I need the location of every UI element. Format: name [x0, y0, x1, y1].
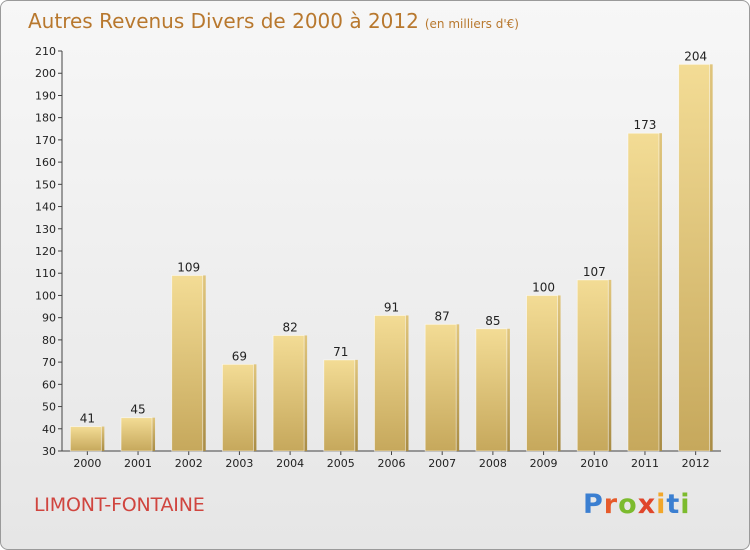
logo-letter: t: [666, 489, 681, 520]
bar: [69, 426, 102, 452]
y-tick-label: 200: [35, 67, 56, 80]
x-tick-label: 2011: [631, 457, 659, 470]
logo-letter: P: [583, 489, 604, 520]
x-tick-label: 2004: [276, 457, 304, 470]
bar: [526, 295, 558, 452]
data-label: 69: [232, 349, 247, 363]
x-tick-label: 2000: [73, 457, 101, 470]
data-label: 87: [435, 309, 450, 323]
bar: [222, 363, 254, 452]
bar-side: [405, 315, 409, 451]
bar: [627, 132, 660, 452]
bar-side: [658, 133, 662, 451]
chart-axes: 30 40 50 60 70 80 90 100 110 120 130 140 150 160 170 18…: [35, 45, 721, 470]
data-label: 85: [485, 314, 500, 328]
chart-title: Autres Revenus Divers de 2000 à 2012 (en …: [28, 9, 519, 33]
y-tick-label: 180: [35, 112, 56, 125]
y-tick-label: 70: [42, 356, 56, 369]
data-label: 100: [532, 280, 555, 294]
x-tick-label: 2003: [225, 457, 253, 470]
bar: [323, 359, 356, 452]
bar: [171, 275, 204, 452]
y-tick-label: 40: [42, 423, 56, 436]
x-tick-label: 2012: [682, 457, 710, 470]
y-tick-label: 160: [35, 156, 56, 169]
y-tick-label: 50: [42, 401, 56, 414]
x-tick-label: 2005: [327, 457, 355, 470]
data-label: 204: [684, 49, 707, 63]
bar-side: [557, 295, 561, 451]
logo-letter: i: [680, 489, 691, 520]
bar-side: [253, 364, 257, 451]
bar-side: [709, 64, 713, 452]
data-label: 71: [333, 345, 348, 359]
y-tick-label: 140: [35, 201, 56, 214]
logo-letter: x: [637, 489, 657, 520]
bar: [120, 417, 153, 452]
location-label: LIMONT-FONTAINE: [34, 494, 205, 516]
data-label: 173: [634, 118, 657, 132]
y-tick-label: 80: [42, 334, 56, 347]
bar: [424, 323, 457, 452]
x-tick-label: 2007: [428, 457, 456, 470]
bar: [374, 315, 406, 452]
data-label: 107: [583, 265, 606, 279]
logo-letter: r: [603, 489, 619, 520]
bar-side: [354, 359, 358, 451]
y-tick-label: 90: [42, 312, 56, 325]
bar-side: [101, 426, 105, 451]
bar: [678, 63, 711, 452]
bar-side: [456, 324, 460, 451]
y-tick-label: 60: [42, 378, 56, 391]
x-tick-label: 2010: [580, 457, 608, 470]
chart-bars: 41 45 109 69 82 71 91 87 85 100 107 173 204: [69, 49, 713, 452]
logo-letter: i: [656, 489, 667, 520]
x-tick-label: 2009: [530, 457, 558, 470]
x-tick-label: 2001: [124, 457, 152, 470]
proxiti-logo[interactable]: Proxiti: [583, 489, 691, 520]
bar: [576, 279, 609, 452]
y-tick-label: 210: [35, 45, 56, 58]
y-tick-label: 150: [35, 178, 56, 191]
data-label: 91: [384, 300, 399, 314]
bar-chart: 30 40 50 60 70 80 90 100 110 120 130 140 150 160 170 18…: [35, 45, 721, 470]
data-label: 41: [80, 412, 95, 426]
logo-letter: o: [618, 489, 638, 520]
y-tick-label: 170: [35, 134, 56, 147]
y-tick-label: 190: [35, 89, 56, 102]
bar-side: [152, 417, 156, 451]
data-label: 109: [177, 260, 200, 274]
x-tick-label: 2006: [378, 457, 406, 470]
x-tick-label: 2008: [479, 457, 507, 470]
bar-side: [304, 335, 308, 451]
chart-subtitle: (en milliers d'€): [424, 17, 519, 31]
data-label: 82: [282, 320, 297, 334]
y-tick-label: 30: [42, 445, 56, 458]
bar-side: [202, 275, 206, 451]
x-tick-label: 2002: [175, 457, 203, 470]
chart-title-text: Autres Revenus Divers de 2000 à 2012: [28, 9, 419, 33]
y-tick-label: 120: [35, 245, 56, 258]
bar: [272, 335, 305, 452]
y-tick-label: 130: [35, 223, 56, 236]
bar: [475, 328, 508, 452]
data-label: 45: [130, 403, 145, 417]
y-tick-label: 100: [35, 289, 56, 302]
y-tick-label: 110: [35, 267, 56, 280]
bar-side: [506, 328, 510, 451]
bar-side: [608, 279, 612, 451]
